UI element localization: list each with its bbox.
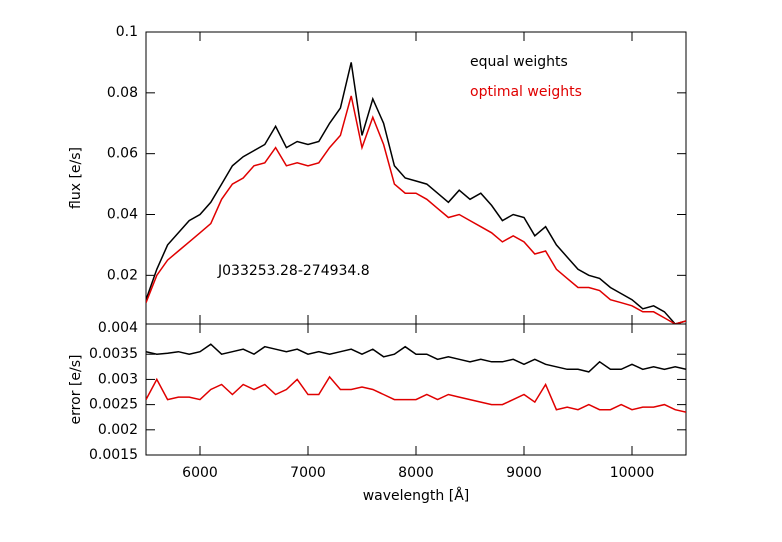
plot-lines	[146, 343, 686, 413]
x-tick-label: 7000	[290, 465, 326, 481]
legend-label: optimal weights	[470, 84, 582, 100]
y-tick-label: 0.0025	[89, 397, 138, 413]
y-tick-label: 0.02	[107, 267, 138, 283]
series-line	[146, 62, 686, 324]
y-tick-label: 0.003	[98, 371, 138, 387]
plot-lines	[146, 62, 686, 324]
y-tick-label: 0.004	[98, 320, 138, 336]
plot-frame	[145, 31, 687, 325]
series-line	[146, 375, 686, 413]
annotation: J033253.28-274934.8	[217, 263, 370, 279]
y-tick-label: 0.06	[107, 146, 138, 162]
legend-label: equal weights	[470, 54, 568, 70]
x-axis-label: wavelength [Å]	[363, 487, 470, 504]
series-line	[146, 95, 686, 324]
y-tick-label: 0.04	[107, 207, 138, 223]
x-tick-label: 10000	[610, 465, 655, 481]
x-tick-label: 6000	[182, 465, 218, 481]
x-tick-label: 9000	[506, 465, 542, 481]
y-tick-label: 0.0015	[89, 447, 138, 463]
y-axis-label: flux [e/s]	[68, 147, 84, 209]
series-line	[146, 343, 686, 373]
y-tick-label: 0.002	[98, 422, 138, 438]
y-axis-label: error [e/s]	[68, 355, 84, 425]
y-tick-label: 0.0035	[89, 346, 138, 362]
y-tick-label: 0.1	[116, 24, 138, 40]
y-tick-label: 0.08	[107, 85, 138, 101]
x-tick-label: 8000	[398, 465, 434, 481]
